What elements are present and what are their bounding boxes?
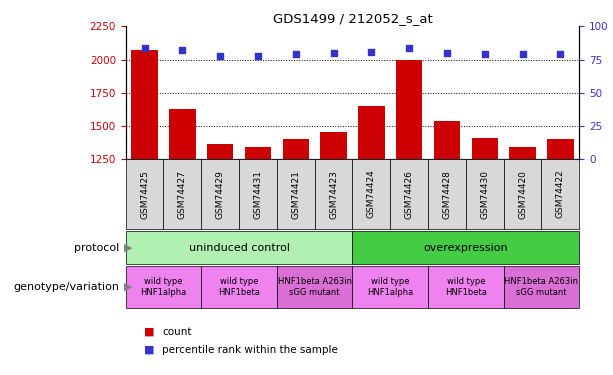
Point xyxy=(480,51,490,57)
Point xyxy=(178,47,188,53)
Bar xyxy=(277,159,314,229)
Bar xyxy=(396,60,422,159)
Point xyxy=(555,51,565,57)
Bar xyxy=(169,110,196,159)
Text: wild type
HNF1beta: wild type HNF1beta xyxy=(218,277,260,297)
Text: GSM74427: GSM74427 xyxy=(178,170,187,219)
Text: GSM74431: GSM74431 xyxy=(253,170,262,219)
Point xyxy=(291,51,300,57)
Text: GSM74420: GSM74420 xyxy=(518,170,527,219)
Text: wild type
HNF1alpha: wild type HNF1alpha xyxy=(140,277,186,297)
Bar xyxy=(509,147,536,159)
Point xyxy=(367,48,376,54)
Bar xyxy=(352,159,390,229)
Bar xyxy=(164,159,201,229)
Bar xyxy=(541,159,579,229)
Text: GSM74422: GSM74422 xyxy=(556,170,565,218)
Bar xyxy=(390,159,428,229)
Point xyxy=(253,53,263,58)
Bar xyxy=(428,159,466,229)
Text: percentile rank within the sample: percentile rank within the sample xyxy=(162,345,338,355)
Text: count: count xyxy=(162,327,192,337)
Text: protocol: protocol xyxy=(74,243,120,252)
Text: GSM74424: GSM74424 xyxy=(367,170,376,218)
Bar xyxy=(239,159,277,229)
Text: HNF1beta A263in
sGG mutant: HNF1beta A263in sGG mutant xyxy=(504,277,579,297)
Text: HNF1beta A263in
sGG mutant: HNF1beta A263in sGG mutant xyxy=(278,277,352,297)
Bar xyxy=(314,159,352,229)
Text: uninduced control: uninduced control xyxy=(189,243,289,252)
Title: GDS1499 / 212052_s_at: GDS1499 / 212052_s_at xyxy=(273,12,432,25)
Point xyxy=(140,45,150,51)
Bar xyxy=(126,159,164,229)
Bar xyxy=(131,50,158,159)
Text: ▶: ▶ xyxy=(124,243,132,252)
Point xyxy=(215,53,225,58)
Text: ■: ■ xyxy=(144,345,154,355)
Point xyxy=(517,51,527,57)
Bar xyxy=(358,106,384,159)
Text: wild type
HNF1beta: wild type HNF1beta xyxy=(445,277,487,297)
Text: GSM74423: GSM74423 xyxy=(329,170,338,219)
Text: GSM74429: GSM74429 xyxy=(216,170,225,219)
Text: GSM74430: GSM74430 xyxy=(480,170,489,219)
Bar xyxy=(471,138,498,159)
Bar xyxy=(547,140,574,159)
Text: ▶: ▶ xyxy=(124,282,132,292)
Bar xyxy=(321,132,347,159)
Text: ■: ■ xyxy=(144,327,154,337)
Bar xyxy=(201,159,239,229)
Text: GSM74425: GSM74425 xyxy=(140,170,149,219)
Bar xyxy=(245,147,271,159)
Point xyxy=(405,45,414,51)
Text: GSM74428: GSM74428 xyxy=(443,170,452,219)
Bar xyxy=(466,159,504,229)
Point xyxy=(329,50,338,56)
Bar xyxy=(207,144,234,159)
Text: wild type
HNF1alpha: wild type HNF1alpha xyxy=(367,277,413,297)
Point xyxy=(442,50,452,56)
Text: genotype/variation: genotype/variation xyxy=(13,282,120,292)
Bar xyxy=(283,140,309,159)
Text: overexpression: overexpression xyxy=(424,243,508,252)
Text: GSM74426: GSM74426 xyxy=(405,170,414,219)
Bar xyxy=(504,159,541,229)
Bar xyxy=(434,121,460,159)
Text: GSM74421: GSM74421 xyxy=(291,170,300,219)
